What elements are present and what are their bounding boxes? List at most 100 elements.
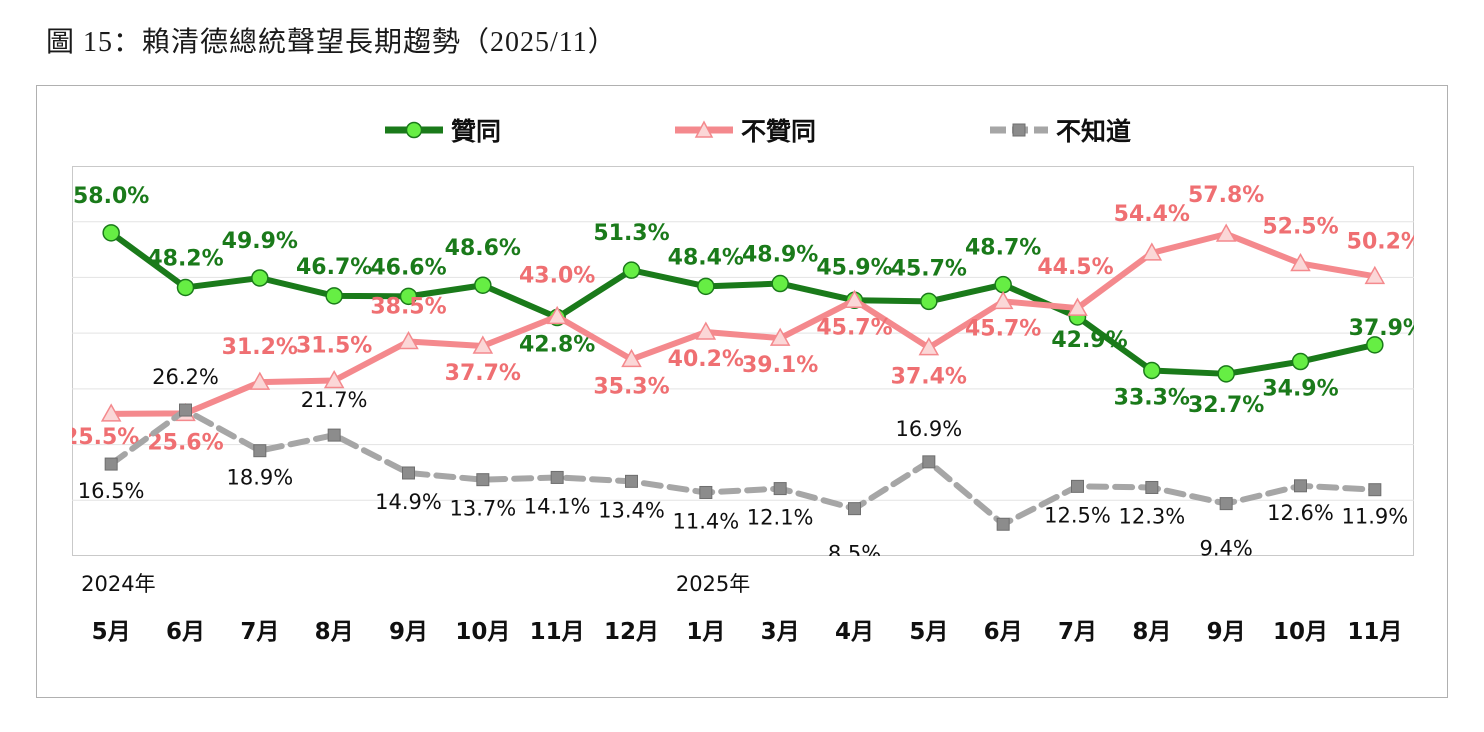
data-point-marker [699, 485, 713, 499]
data-point-marker [1145, 480, 1159, 494]
series-disapprove: 25.5% 25.6% 31.2%31.5% 38.5% 37.7% 43.0% 35.3%… [72, 183, 1414, 455]
data-label: 54.4% [1114, 202, 1190, 227]
data-label: 39.1% [742, 353, 818, 378]
data-label: 44.5% [1037, 255, 1113, 280]
data-point-marker [1291, 352, 1310, 371]
data-point-marker [550, 470, 564, 484]
data-point-marker [399, 287, 418, 306]
data-label: 21.7% [301, 388, 368, 412]
data-label: 25.6% [147, 430, 223, 455]
data-label: 31.2% [222, 335, 298, 360]
data-label: 51.3% [593, 221, 669, 246]
data-point-marker [325, 287, 343, 305]
year-label-2025年: 2025年 [675, 572, 751, 596]
data-point-marker [1217, 365, 1235, 383]
data-point-marker [773, 482, 787, 496]
data-label: 40.2% [668, 347, 744, 372]
data-point-marker [1067, 297, 1088, 316]
legend-item-disapprove[interactable]: 不贊同 [673, 112, 816, 148]
data-point-marker [102, 224, 120, 242]
legend-marker-triangle-icon [673, 119, 735, 141]
data-point-marker [1143, 361, 1161, 380]
data-label: 31.5% [296, 334, 372, 359]
month-label-2: 6月 [165, 619, 206, 645]
month-label-7: 11月 [529, 619, 585, 645]
data-point-marker [472, 335, 494, 354]
data-label: 32.7% [1188, 393, 1264, 418]
plot-area: 58.0% 48.2% 49.9% 46.7% 46.6% 48.6% 42.8% 51.3%… [72, 166, 1414, 556]
series-approve: 58.0% 48.2%49.9%46.7%46.6%48.6% 42.8% 51.3%… [73, 184, 1414, 418]
data-label: 35.3% [593, 374, 669, 399]
data-point-marker [697, 277, 715, 296]
month-label-18: 11月 [1347, 619, 1403, 645]
data-label: 49.9% [222, 229, 298, 254]
data-point-marker [100, 403, 122, 422]
legend-item-approve[interactable]: 贊同 [383, 112, 501, 148]
data-label: 13.4% [598, 498, 665, 522]
data-label: 48.2% [147, 246, 223, 271]
year-label-2024年: 2024年 [81, 572, 156, 596]
data-label: 42.9% [1051, 328, 1127, 353]
data-label: 18.9% [226, 466, 293, 490]
data-label: 38.5% [370, 295, 446, 320]
month-label-14: 7月 [1057, 619, 1098, 645]
legend-label-disapprove: 不贊同 [740, 117, 816, 146]
data-point-marker [474, 276, 492, 294]
legend-marker-square-icon [988, 119, 1050, 141]
data-label: 25.5% [72, 425, 139, 450]
series-line [108, 229, 1378, 377]
data-point-marker [992, 290, 1014, 310]
data-point-marker [251, 269, 269, 287]
month-label-3: 7月 [240, 619, 280, 645]
data-point-marker [922, 455, 936, 469]
month-label-5: 9月 [388, 619, 429, 645]
data-point-marker [920, 292, 938, 311]
month-label-1: 5月 [91, 619, 131, 645]
data-label: 12.1% [747, 506, 814, 530]
x-axis: 2024年 2025年 5月 6月 7月 8月 9月 10月 11月 12月 1月 3月 4月 5月 6月 7… [72, 556, 1414, 676]
data-point-marker [249, 371, 271, 390]
data-label: 37.4% [891, 365, 967, 390]
data-label: 45.7% [965, 316, 1041, 341]
data-point-marker [1294, 479, 1307, 493]
data-point-marker [771, 274, 789, 293]
data-label: 48.4% [668, 245, 744, 270]
data-point-marker [179, 403, 192, 417]
data-point-marker [848, 502, 861, 516]
data-label: 12.6% [1267, 501, 1334, 525]
data-label: 33.3% [1114, 385, 1190, 410]
data-point-marker [253, 444, 267, 458]
data-label: 45.7% [816, 315, 892, 340]
data-label: 46.6% [370, 255, 446, 280]
legend-label-dontknow: 不知道 [1056, 117, 1132, 146]
series-dontknow: 16.5% 26.2% 18.9% 21.7% 14.9% 13.7% 14.1% 13.4%… [78, 365, 1408, 556]
data-point-marker [1366, 336, 1384, 354]
legend-item-dontknow[interactable]: 不知道 [988, 112, 1131, 148]
data-label: 12.3% [1118, 504, 1185, 528]
data-label: 45.7% [891, 256, 967, 281]
month-label-17: 10月 [1272, 619, 1329, 645]
data-point-marker [476, 473, 490, 487]
data-label: 11.4% [672, 509, 739, 533]
data-label: 50.2% [1347, 229, 1414, 254]
data-label: 48.9% [742, 243, 818, 268]
data-point-marker [1219, 497, 1233, 511]
data-point-marker [1141, 242, 1163, 261]
data-label: 14.9% [375, 490, 442, 514]
data-label: 11.9% [1341, 505, 1408, 529]
month-label-6: 10月 [455, 619, 511, 645]
month-label-12: 5月 [909, 619, 949, 645]
data-point-marker [104, 457, 118, 471]
data-point-marker [695, 321, 717, 340]
chart-legend: 贊同 不贊同 不知道 [37, 108, 1447, 152]
month-label-13: 6月 [983, 619, 1023, 645]
data-point-marker [621, 348, 642, 368]
data-label: 9.4% [1199, 537, 1252, 556]
data-label: 48.7% [965, 236, 1041, 261]
data-label: 14.1% [524, 494, 591, 518]
data-label: 46.7% [296, 255, 372, 280]
data-label: 48.6% [445, 236, 521, 261]
data-point-marker [622, 261, 641, 279]
chart-svg: 58.0% 48.2%49.9%46.7%46.6%48.6% 42.8% 51.3%… [72, 166, 1414, 556]
data-label: 16.5% [78, 479, 145, 503]
